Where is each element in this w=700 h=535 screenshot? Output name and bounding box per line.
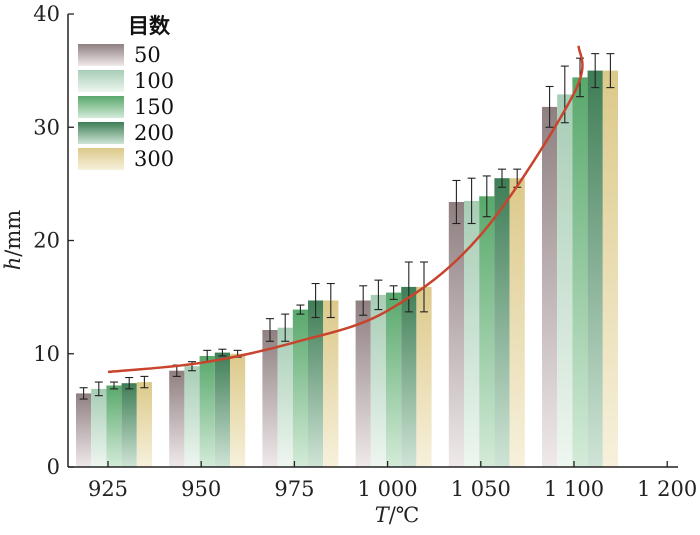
legend-swatch-50 bbox=[78, 44, 124, 66]
bar-100-5 bbox=[557, 94, 573, 468]
error-bar-200-3 bbox=[404, 261, 413, 313]
bar-200-4 bbox=[494, 178, 510, 467]
error-bar-200-2 bbox=[311, 282, 320, 319]
y-tick-label-20: 20 bbox=[33, 229, 60, 253]
legend-swatch-100 bbox=[78, 70, 124, 92]
bar-100-4 bbox=[464, 200, 480, 467]
error-bar-300-0 bbox=[140, 375, 149, 389]
bar-50-3 bbox=[355, 300, 371, 467]
error-bar-300-2 bbox=[326, 282, 335, 319]
x-tick-label-4: 1 050 bbox=[451, 477, 511, 501]
error-bar-100-5 bbox=[560, 65, 569, 124]
x-axis-title-unit: /℃ bbox=[389, 503, 420, 527]
x-axis-title: T/℃ bbox=[375, 503, 420, 527]
bar-50-0 bbox=[76, 393, 92, 467]
bar-50-1 bbox=[169, 370, 185, 467]
error-bar-150-0 bbox=[110, 381, 118, 390]
y-axis-title-italic: h bbox=[1, 257, 25, 271]
bar-300-2 bbox=[323, 300, 339, 467]
bar-300-1 bbox=[230, 353, 246, 468]
error-bar-100-2 bbox=[281, 313, 290, 342]
error-bar-200-5 bbox=[591, 53, 600, 89]
bar-150-0 bbox=[106, 385, 122, 467]
legend-title: 目数 bbox=[128, 14, 171, 38]
legend-swatch-200 bbox=[78, 122, 124, 144]
y-axis-title: h/mm bbox=[1, 210, 25, 271]
bar-150-1 bbox=[199, 356, 215, 467]
legend-label-100: 100 bbox=[134, 69, 174, 93]
x-tick-label-5: 1 100 bbox=[544, 477, 604, 501]
trend-curve bbox=[107, 45, 584, 374]
error-bar-100-4 bbox=[467, 177, 476, 225]
x-tick-label-2: 975 bbox=[274, 477, 314, 501]
y-tick-label-40: 40 bbox=[33, 2, 60, 26]
legend-label-300: 300 bbox=[134, 147, 174, 171]
error-bar-300-5 bbox=[606, 53, 615, 89]
axes-layer: 0 10 20 30 40 925 950 975 1 000 1 050 1 100 1 200 bbox=[33, 2, 697, 501]
y-tick-label-30: 30 bbox=[33, 115, 60, 139]
legend-swatch-150 bbox=[78, 96, 124, 118]
bar-150-2 bbox=[292, 309, 308, 467]
bar-200-2 bbox=[308, 300, 324, 467]
bar-100-3 bbox=[370, 294, 386, 467]
x-tick-label-6: 1 200 bbox=[637, 477, 697, 501]
legend-label-200: 200 bbox=[134, 121, 174, 145]
bar-100-2 bbox=[277, 327, 293, 467]
bar-100-0 bbox=[91, 388, 107, 467]
x-tick-label-0: 925 bbox=[88, 477, 128, 501]
x-tick-label-3: 1 000 bbox=[358, 477, 418, 501]
bar-50-2 bbox=[262, 330, 278, 467]
error-bar-200-1 bbox=[218, 348, 227, 357]
bar-100-1 bbox=[184, 366, 200, 467]
error-bar-50-3 bbox=[359, 285, 368, 316]
y-tick-label-0: 0 bbox=[47, 455, 60, 479]
error-bar-200-4 bbox=[498, 168, 506, 188]
error-bar-50-5 bbox=[545, 85, 554, 128]
bar-300-4 bbox=[509, 178, 525, 467]
bar-50-4 bbox=[448, 202, 464, 467]
error-bar-100-0 bbox=[94, 381, 103, 397]
bar-300-3 bbox=[416, 286, 432, 467]
bar-200-3 bbox=[401, 286, 417, 467]
bar-150-5 bbox=[572, 77, 588, 468]
y-axis-title-unit: /mm bbox=[1, 210, 25, 257]
bar-200-0 bbox=[121, 383, 137, 467]
bar-300-0 bbox=[136, 382, 152, 467]
error-bar-150-2 bbox=[296, 304, 305, 315]
error-bar-50-2 bbox=[266, 318, 274, 342]
x-axis-title-italic: T bbox=[375, 503, 391, 527]
error-bar-200-0 bbox=[125, 376, 134, 390]
bar-50-5 bbox=[542, 106, 558, 468]
error-bar-50-0 bbox=[79, 387, 88, 400]
bar-300-5 bbox=[602, 70, 618, 467]
bars-layer bbox=[76, 70, 618, 468]
bar-200-5 bbox=[587, 70, 603, 467]
legend-label-50: 50 bbox=[134, 43, 161, 67]
legend-label-150: 150 bbox=[134, 95, 174, 119]
error-bar-100-3 bbox=[374, 279, 383, 311]
bar-150-4 bbox=[479, 196, 495, 468]
y-tick-label-10: 10 bbox=[33, 342, 60, 366]
error-bar-50-4 bbox=[452, 179, 461, 225]
error-bar-150-3 bbox=[389, 285, 398, 300]
bar-150-3 bbox=[386, 292, 402, 467]
legend-swatch-300 bbox=[78, 148, 124, 170]
error-bar-150-4 bbox=[482, 175, 491, 218]
bar-200-1 bbox=[214, 352, 230, 467]
x-tick-label-1: 950 bbox=[181, 477, 221, 501]
